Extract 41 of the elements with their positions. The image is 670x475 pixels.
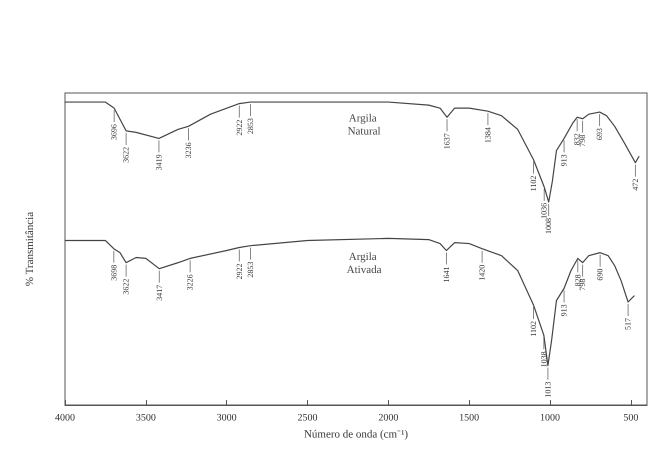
annotation: 913 <box>560 154 569 166</box>
annotation: 1641 <box>442 266 451 283</box>
x-tick-label: 500 <box>623 412 638 424</box>
annotation: 690 <box>596 268 605 281</box>
annotation: 3419 <box>154 154 164 170</box>
annotation: 1008 <box>544 218 554 234</box>
annotation: 693 <box>595 128 604 140</box>
annotation: 1420 <box>478 264 487 281</box>
annotation: 1102 <box>529 176 538 192</box>
annotation: 3236 <box>184 142 194 158</box>
y-axis-title: % Transmitância <box>24 212 36 286</box>
x-tick-label: 3000 <box>216 412 237 424</box>
series-label: Argila Natural <box>348 112 381 138</box>
annotation: 3622 <box>122 278 131 295</box>
x-tick-label: 3500 <box>136 412 156 424</box>
series-label: Argila Ativada <box>346 251 382 276</box>
annotation: 2853 <box>246 118 255 134</box>
annotation: 2922 <box>234 263 244 280</box>
annotation: 1637 <box>442 133 452 150</box>
x-tick-label: 2500 <box>298 412 318 424</box>
x-tick-label: 2000 <box>378 412 398 424</box>
annotation: 3622 <box>122 146 131 163</box>
annotation: 798 <box>578 278 588 291</box>
annotation: 3226 <box>186 274 195 290</box>
annotation: 3698 <box>109 264 118 281</box>
annotation: 2853 <box>246 262 255 278</box>
annotation: 1102 <box>529 321 538 337</box>
annotation: 1384 <box>483 127 492 144</box>
x-tick-label: 1000 <box>540 412 560 424</box>
annotation: 798 <box>578 134 588 147</box>
annotation: 2922 <box>234 120 244 136</box>
annotation: 913 <box>560 304 569 316</box>
x-axis-title: Número de onda (cm⁻¹) <box>304 428 408 440</box>
x-tick-label: 1500 <box>459 412 480 424</box>
x-tick-label: 4000 <box>55 412 75 424</box>
annotation: 1036 <box>540 202 549 219</box>
annotation: 3417 <box>154 284 164 301</box>
annotation: 517 <box>624 318 633 330</box>
annotation: 1013 <box>543 382 552 398</box>
annotation: 472 <box>630 178 640 191</box>
annotation: 3696 <box>110 124 119 140</box>
